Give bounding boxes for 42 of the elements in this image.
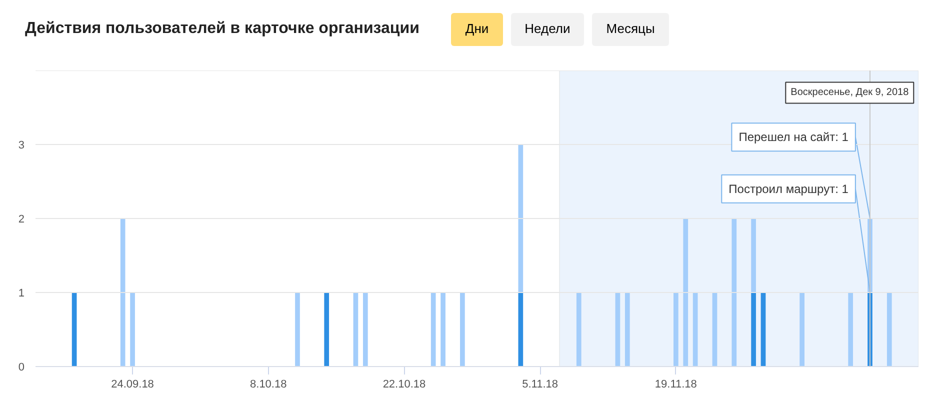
annotation: Перешел на сайт: 1 — [738, 130, 849, 144]
y-tick-label: 3 — [18, 140, 25, 152]
bar — [886, 292, 892, 366]
bar — [430, 292, 436, 366]
bar — [848, 292, 854, 366]
x-tick-label: 8.10.18 — [250, 378, 287, 390]
bar — [712, 292, 718, 366]
bar — [72, 292, 77, 366]
bar — [751, 218, 756, 292]
bar — [353, 292, 358, 366]
annotation: Построил маршрут: 1 — [728, 182, 849, 196]
bar — [692, 292, 698, 366]
text: Месяцы — [592, 13, 669, 46]
y-tick-label: 1 — [18, 288, 25, 300]
bar — [800, 292, 804, 366]
ref-line-label: Воскресенье, Дек 9, 2018 — [790, 87, 910, 98]
bar — [732, 218, 737, 366]
bar — [576, 292, 582, 366]
x-tick-label: 5.11.18 — [522, 378, 558, 390]
bar — [362, 292, 368, 366]
bar — [751, 292, 756, 366]
bar — [518, 292, 524, 366]
y-tick-label: 0 — [18, 362, 25, 374]
text: Дни — [451, 13, 503, 46]
text: Недели — [510, 13, 584, 46]
bar — [460, 292, 465, 366]
bar — [440, 292, 446, 366]
bar — [120, 218, 126, 366]
y-tick-label: 2 — [18, 214, 25, 226]
bar — [760, 292, 766, 366]
x-tick-label: 24.09.18 — [111, 378, 154, 390]
bar — [615, 292, 620, 366]
bar — [624, 292, 630, 366]
bar — [518, 144, 524, 292]
x-tick-label: 22.10.18 — [382, 378, 426, 390]
bar — [130, 292, 135, 366]
bar — [683, 218, 688, 366]
chart-title: Действия пользователей в карточке организации — [25, 18, 420, 39]
bar — [295, 292, 300, 366]
bar — [324, 292, 330, 366]
x-tick-label: 19.11.18 — [654, 378, 697, 390]
bar — [673, 292, 678, 366]
